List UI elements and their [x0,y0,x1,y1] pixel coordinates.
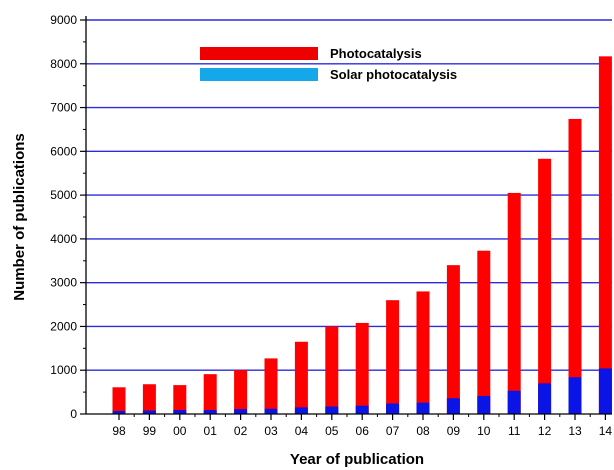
y-tick-label-0: 0 [70,407,77,421]
bar-photocatalysis-00 [173,385,187,414]
bar-photocatalysis-98 [112,387,126,414]
bar-solar-photocatalysis-04 [294,407,308,414]
bar-photocatalysis-13 [568,118,582,414]
y-tick-label-6000: 6000 [50,144,77,158]
bar-solar-photocatalysis-13 [568,377,582,414]
bar-photocatalysis-07 [386,300,400,414]
x-tick-label-00: 00 [173,424,187,438]
x-axis-ticks: 98 99 00 01 02 03 04 05 06 07 08 09 10 11 12 13 14 [112,414,612,438]
legend-label-solar-photocatalysis: Solar photocatalysis [330,67,457,82]
bar-solar-photocatalysis-05 [325,406,339,414]
bar-solar-photocatalysis-07 [386,403,400,414]
bar-solar-photocatalysis-09 [446,398,460,414]
bar-solar-photocatalysis-11 [507,390,521,414]
y-tick-label-2000: 2000 [50,319,77,333]
x-tick-label-14: 14 [599,424,613,438]
bar-photocatalysis-99 [142,384,156,414]
legend: Photocatalysis Solar photocatalysis [200,46,457,82]
y-axis-ticks: 0 1000 2000 3000 4000 5000 6000 7000 8000 9000 [50,13,86,421]
bar-solar-photocatalysis-08 [416,402,430,414]
x-tick-label-09: 09 [447,424,461,438]
legend-swatch-photocatalysis [200,47,318,60]
bar-solar-photocatalysis-02 [234,409,248,414]
y-tick-label-5000: 5000 [50,188,77,202]
y-tick-label-8000: 8000 [50,57,77,71]
bar-solar-photocatalysis-14 [598,368,612,414]
x-tick-label-12: 12 [538,424,552,438]
bar-photocatalysis-08 [416,291,430,414]
bar-solar-photocatalysis-00 [173,410,187,414]
y-tick-label-7000: 7000 [50,101,77,115]
bar-photocatalysis-06 [355,322,369,414]
bar-photocatalysis-09 [446,265,460,414]
legend-swatch-solar-photocatalysis [200,68,318,81]
x-tick-label-08: 08 [416,424,430,438]
bar-photocatalysis-02 [234,370,248,414]
x-tick-label-07: 07 [386,424,400,438]
gridlines [86,19,612,371]
bar-photocatalysis-11 [507,192,521,414]
x-tick-label-03: 03 [264,424,278,438]
y-tick-label-3000: 3000 [50,276,77,290]
x-tick-label-98: 98 [112,424,126,438]
legend-label-photocatalysis: Photocatalysis [330,46,422,61]
y-tick-label-9000: 9000 [50,13,77,27]
x-axis-title: Year of publication [290,451,424,468]
bar-solar-photocatalysis-98 [112,410,126,414]
bar-solar-photocatalysis-99 [142,410,156,414]
y-tick-label-1000: 1000 [50,363,77,377]
bar-photocatalysis-14 [598,56,612,414]
bar-solar-photocatalysis-01 [203,410,217,414]
x-tick-label-13: 13 [568,424,582,438]
y-tick-label-4000: 4000 [50,232,77,246]
axes [85,16,612,415]
bar-photocatalysis-10 [477,250,491,414]
y-axis-title: Number of publications [11,133,28,301]
x-tick-label-01: 01 [204,424,218,438]
x-tick-label-04: 04 [295,424,309,438]
bar-photocatalysis-12 [538,158,552,414]
x-tick-label-99: 99 [143,424,157,438]
bar-solar-photocatalysis-10 [477,396,491,414]
bar-solar-photocatalysis-03 [264,408,278,414]
bar-photocatalysis-05 [325,326,339,414]
bar-photocatalysis-01 [203,374,217,414]
x-tick-label-05: 05 [325,424,339,438]
x-tick-label-11: 11 [508,424,521,438]
x-tick-label-06: 06 [356,424,370,438]
x-tick-label-10: 10 [477,424,491,438]
bar-series [112,56,612,414]
bar-photocatalysis-04 [294,341,308,414]
x-tick-label-02: 02 [234,424,248,438]
bar-solar-photocatalysis-12 [538,383,552,414]
bar-photocatalysis-03 [264,358,278,414]
bar-solar-photocatalysis-06 [355,405,369,414]
